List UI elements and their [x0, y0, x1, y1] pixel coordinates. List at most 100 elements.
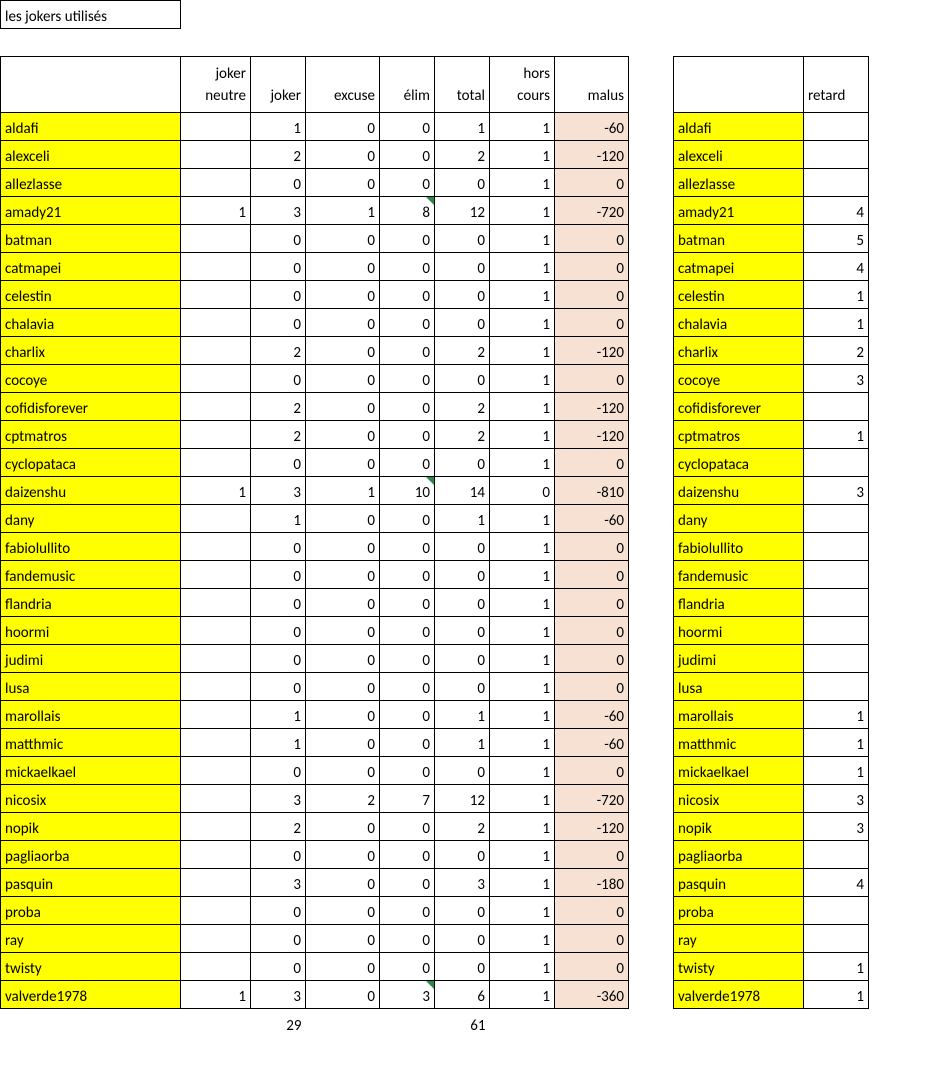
- cell-retard: [804, 925, 869, 953]
- cell-excuse: 0: [306, 701, 380, 729]
- cell-malus: -120: [555, 141, 629, 169]
- cell-joker-neutre: [181, 393, 251, 421]
- cell-excuse: 0: [306, 449, 380, 477]
- cell-name-2: chalavia: [674, 309, 804, 337]
- table-row: charlix20021-120charlix2: [1, 337, 869, 365]
- table-row: hoormi000010hoormi: [1, 617, 869, 645]
- cell-total: 3: [435, 869, 490, 897]
- cell-name-2: aldafi: [674, 113, 804, 141]
- cell-name-2: lusa: [674, 673, 804, 701]
- cell-excuse: 0: [306, 141, 380, 169]
- cell-retard: 1: [804, 953, 869, 981]
- cell-excuse: 0: [306, 981, 380, 1009]
- cell-name-2: cocoye: [674, 365, 804, 393]
- cell-retard: [804, 897, 869, 925]
- cell-total: 1: [435, 113, 490, 141]
- cell-hors-cours: 1: [490, 561, 555, 589]
- cell-malus: -180: [555, 869, 629, 897]
- cell-name-2: fabiolullito: [674, 533, 804, 561]
- cell-hors-cours: 1: [490, 673, 555, 701]
- cell-elim: 8: [380, 197, 435, 225]
- cell-retard: 4: [804, 869, 869, 897]
- cell-name: twisty: [1, 953, 181, 981]
- cell-hors-cours: 1: [490, 281, 555, 309]
- cell-joker-neutre: [181, 309, 251, 337]
- cell-retard: [804, 141, 869, 169]
- cell-name: daizenshu: [1, 477, 181, 505]
- cell-total: 0: [435, 673, 490, 701]
- cell-excuse: 0: [306, 673, 380, 701]
- cell-total: 2: [435, 421, 490, 449]
- cell-elim: 0: [380, 757, 435, 785]
- cell-name: dany: [1, 505, 181, 533]
- cell-elim: 0: [380, 421, 435, 449]
- cell-name-2: mickaelkael: [674, 757, 804, 785]
- cell-name-2: alexceli: [674, 141, 804, 169]
- cell-joker-neutre: [181, 673, 251, 701]
- cell-retard: 5: [804, 225, 869, 253]
- cell-total: 0: [435, 225, 490, 253]
- cell-total: 0: [435, 365, 490, 393]
- cell-retard: 1: [804, 309, 869, 337]
- cell-joker: 0: [251, 449, 306, 477]
- cell-total: 12: [435, 785, 490, 813]
- cell-excuse: 0: [306, 169, 380, 197]
- cell-name: allezlasse: [1, 169, 181, 197]
- cell-joker-neutre: [181, 897, 251, 925]
- cell-hors-cours: 1: [490, 365, 555, 393]
- cell-total: 2: [435, 141, 490, 169]
- cell-joker-neutre: 1: [181, 197, 251, 225]
- cell-hors-cours: 1: [490, 253, 555, 281]
- cell-name: celestin: [1, 281, 181, 309]
- cell-elim: 0: [380, 309, 435, 337]
- cell-elim: 0: [380, 169, 435, 197]
- cell-joker: 1: [251, 729, 306, 757]
- cell-total: 0: [435, 533, 490, 561]
- table-row: pasquin30031-180pasquin4: [1, 869, 869, 897]
- cell-joker-neutre: [181, 449, 251, 477]
- cell-excuse: 0: [306, 869, 380, 897]
- cell-elim: 0: [380, 533, 435, 561]
- cell-excuse: 0: [306, 561, 380, 589]
- table-row: daizenshu13110140-810daizenshu3: [1, 477, 869, 505]
- table-row: cyclopataca000010cyclopataca: [1, 449, 869, 477]
- cell-joker-neutre: [181, 365, 251, 393]
- cell-total: 2: [435, 393, 490, 421]
- cell-hors-cours: 1: [490, 309, 555, 337]
- cell-excuse: 0: [306, 757, 380, 785]
- table-row: aldafi10011-60aldafi: [1, 113, 869, 141]
- cell-malus: -60: [555, 701, 629, 729]
- cell-joker: 3: [251, 197, 306, 225]
- table-row: proba000010proba: [1, 897, 869, 925]
- table-row: valverde1978130361-360valverde19781: [1, 981, 869, 1009]
- cell-joker: 0: [251, 281, 306, 309]
- table-row: catmapei000010catmapei4: [1, 253, 869, 281]
- table-row: marollais10011-60marollais1: [1, 701, 869, 729]
- cell-name-2: proba: [674, 897, 804, 925]
- cell-hors-cours: 1: [490, 141, 555, 169]
- cell-name: pagliaorba: [1, 841, 181, 869]
- cell-retard: 1: [804, 701, 869, 729]
- cell-malus: -120: [555, 337, 629, 365]
- cell-retard: [804, 617, 869, 645]
- cell-elim: 0: [380, 897, 435, 925]
- cell-name: cptmatros: [1, 421, 181, 449]
- cell-name-2: judimi: [674, 645, 804, 673]
- cell-joker-neutre: [181, 141, 251, 169]
- cell-malus: 0: [555, 533, 629, 561]
- cell-retard: 2: [804, 337, 869, 365]
- total-total: 61: [435, 1009, 490, 1037]
- cell-name-2: daizenshu: [674, 477, 804, 505]
- cell-excuse: 0: [306, 589, 380, 617]
- cell-elim: 0: [380, 673, 435, 701]
- cell-name-2: celestin: [674, 281, 804, 309]
- cell-elim: 0: [380, 225, 435, 253]
- cell-name: amady21: [1, 197, 181, 225]
- cell-total: 0: [435, 449, 490, 477]
- cell-malus: 0: [555, 925, 629, 953]
- col-elim: élim: [380, 85, 435, 113]
- cell-elim: 0: [380, 365, 435, 393]
- cell-joker: 0: [251, 757, 306, 785]
- cell-joker-neutre: [181, 785, 251, 813]
- cell-total: 0: [435, 281, 490, 309]
